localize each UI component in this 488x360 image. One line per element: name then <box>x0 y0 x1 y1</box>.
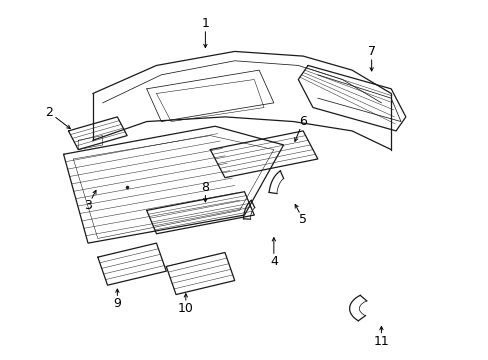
Text: 1: 1 <box>201 17 209 30</box>
Text: 3: 3 <box>84 199 92 212</box>
Text: 6: 6 <box>299 115 306 128</box>
Text: 2: 2 <box>45 106 53 119</box>
Text: 10: 10 <box>178 302 193 315</box>
Text: 4: 4 <box>269 255 277 268</box>
Text: 8: 8 <box>201 180 209 194</box>
Text: 5: 5 <box>299 213 306 226</box>
Text: 11: 11 <box>373 335 388 348</box>
Text: 7: 7 <box>367 45 375 58</box>
Text: 9: 9 <box>113 297 121 310</box>
